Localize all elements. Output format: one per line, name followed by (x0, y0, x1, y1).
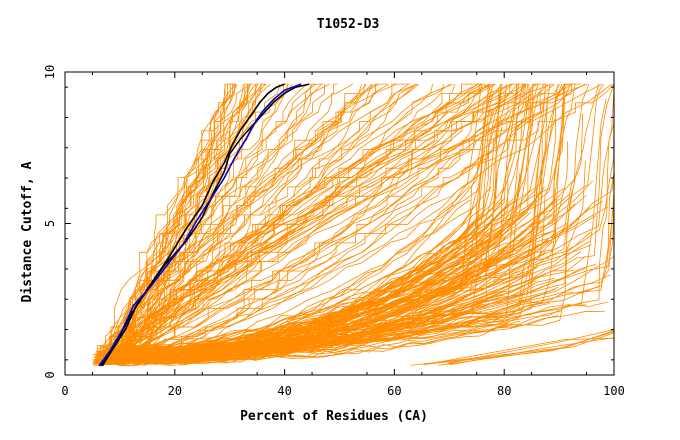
model-curve (100, 83, 581, 365)
model-curve (103, 83, 417, 365)
model-curve (122, 83, 266, 365)
model-curve (107, 244, 592, 359)
model-curve (109, 121, 615, 353)
model-curve (93, 309, 476, 365)
highlight-curve-black (101, 83, 285, 367)
model-curve (132, 84, 483, 356)
model-curve (117, 83, 566, 365)
model-curve (103, 256, 615, 365)
model-curve (106, 83, 373, 365)
model-curve (97, 245, 538, 356)
highlighted-curves (98, 83, 310, 367)
model-curve (113, 83, 588, 365)
x-tick-label: 0 (61, 384, 68, 398)
model-curve (92, 230, 555, 362)
x-tick-label: 40 (277, 384, 291, 398)
model-curve (108, 100, 548, 353)
highlight-curve-black (100, 83, 310, 367)
model-curve (110, 83, 330, 365)
model-curve (410, 330, 615, 366)
y-tick-label: 5 (43, 220, 57, 227)
model-curve (117, 83, 418, 365)
model-curve (100, 231, 518, 357)
model-curve (124, 83, 260, 365)
x-tick-label: 100 (603, 384, 625, 398)
model-curve (123, 83, 263, 365)
model-curve (108, 83, 409, 365)
model-curve (104, 317, 481, 354)
model-curve (100, 83, 353, 365)
highlight-curve-blue (98, 83, 302, 367)
model-curve (100, 83, 513, 365)
model-curve (99, 185, 470, 361)
model-curve (101, 83, 271, 365)
model-curve (93, 83, 554, 365)
model-curve (124, 185, 507, 355)
model-curve (119, 83, 494, 357)
chart-title: T1052-D3 (317, 17, 380, 32)
model-curve (447, 329, 615, 364)
model-curve (123, 83, 512, 365)
model-curve (96, 83, 417, 365)
model-curve (101, 83, 387, 365)
model-curve (113, 207, 590, 366)
model-curve (107, 83, 586, 365)
y-tick-label: 10 (43, 65, 57, 79)
x-tick-label: 80 (497, 384, 511, 398)
model-curve (423, 337, 615, 366)
y-tick-label: 0 (43, 371, 57, 378)
model-curve (126, 83, 615, 353)
model-curve (96, 83, 267, 365)
model-curve (113, 83, 252, 365)
model-curve (95, 83, 236, 365)
model-curve (97, 172, 521, 351)
model-curve (119, 83, 529, 365)
model-curve (129, 83, 571, 363)
axes: 0 20 40 60 80 100 0 5 10 (43, 65, 625, 398)
model-curve (122, 102, 563, 355)
model-curve (118, 83, 317, 365)
model-curve (97, 84, 233, 365)
model-curve (438, 332, 615, 366)
x-tick-label: 20 (168, 384, 182, 398)
model-curve (128, 84, 365, 365)
model-curve (140, 84, 615, 363)
model-curve (122, 83, 453, 365)
x-tick-label: 60 (387, 384, 401, 398)
model-curve (99, 84, 433, 365)
model-curve (102, 83, 549, 365)
x-axis-label: Percent of Residues (CA) (240, 409, 428, 424)
model-curve (95, 189, 480, 357)
model-curve (110, 83, 236, 365)
model-curve (140, 97, 503, 359)
model-curve (92, 267, 586, 365)
model-curve (106, 83, 527, 365)
model-curve (92, 84, 491, 356)
model-curve (143, 208, 472, 359)
curve-bundle (92, 83, 615, 367)
y-axis-label: Distance Cutoff, A (20, 161, 35, 302)
model-curve (104, 83, 615, 365)
model-curve (97, 83, 491, 365)
model-curve (107, 83, 526, 365)
model-curve (115, 83, 372, 365)
